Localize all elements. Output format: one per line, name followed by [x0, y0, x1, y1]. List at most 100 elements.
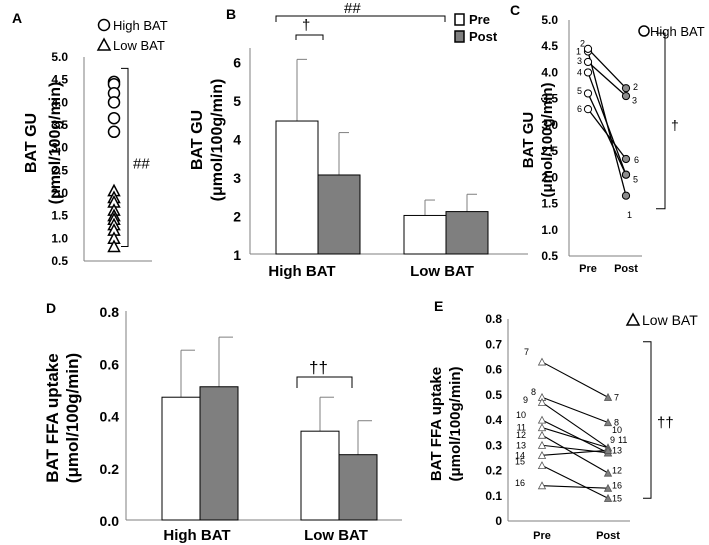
panel-e-subject-line [541, 396, 609, 424]
panel-a-ytick-label: 5.0 [51, 50, 68, 64]
panel-b-ylabel: BAT GU [189, 110, 206, 170]
panel-e: BAT FFA uptake (μmol/100g/min) 0 0.1 0.2 0.… [428, 312, 698, 542]
panel-label-c: C [510, 2, 520, 18]
panel-a-ytick-label: 3.0 [51, 141, 68, 155]
panel-e-xlabel-pre: Pre [533, 530, 551, 542]
panel-e-pre-subject-label: 9 [523, 395, 528, 405]
panel-c-point-post [621, 191, 631, 200]
panel-e-post-subject-label: 15 [612, 493, 622, 503]
panel-d-bar-post [199, 386, 239, 521]
panel-b-legend-pre: Pre [469, 12, 490, 27]
panel-label-a: A [12, 10, 22, 26]
panel-e-xlabel-post: Post [596, 530, 620, 542]
panel-e-post-subject-label: 9 [610, 435, 615, 445]
panel-e-ylabel-units: (μmol/100g/min) [447, 366, 464, 481]
panel-b-bar-post [445, 211, 489, 255]
panel-c-ytick-label: 4.5 [541, 39, 558, 53]
panel-e-significance: †† [657, 415, 674, 432]
panel-c-post-subject-label: 6 [634, 155, 639, 165]
panel-d-ytick-label: 0.6 [100, 356, 120, 372]
panel-c-ylabel: BAT GU [520, 112, 537, 168]
panel-e-point-post [603, 493, 613, 502]
panel-e-ytick-label: 0.8 [485, 312, 502, 326]
panel-e-ylabel: BAT FFA uptake [428, 367, 445, 481]
panel-c-ytick-label: 0.5 [541, 249, 558, 263]
panel-c-bracket [656, 32, 666, 210]
panel-e-post-subject-label: 8 [614, 418, 619, 428]
panel-e-point-post [603, 468, 613, 477]
panel-c-point-post [621, 91, 631, 101]
panel-a-ytick-label: 3.5 [51, 118, 68, 132]
panel-c-ylabel-units: (μmol/100g/min) [539, 82, 556, 197]
panel-b-bar-pre [275, 120, 319, 255]
panel-e-subject-line [541, 464, 609, 499]
panel-e-point-pre [537, 461, 547, 470]
panel-e-subject-line [541, 485, 609, 489]
panel-e-subject-line [541, 427, 609, 449]
panel-c-subject-line [587, 61, 627, 97]
panel-e-post-subject-label: 7 [614, 392, 619, 402]
panel-e-ytick-label: 0.4 [485, 413, 502, 427]
panel-c-xlabel-pre: Pre [579, 263, 597, 275]
panel-c-ytick-label: 5.0 [541, 13, 558, 27]
panel-d-significance: †† [309, 358, 328, 377]
panel-a-ytick-label: 1.0 [51, 231, 68, 245]
panel-a-legend-low: Low BAT [113, 38, 165, 53]
panel-e-point-post [603, 483, 613, 492]
panel-d-ylabel: BAT FFA uptake [43, 353, 62, 482]
panel-a-ytick-label: 4.5 [51, 73, 68, 87]
panel-a-ylabel-units: (μmol/100g/min) [47, 82, 64, 205]
panel-b-dagger-bracket [295, 34, 324, 40]
panel-e-pre-subject-label: 12 [516, 430, 526, 440]
panel-c-ytick-label: 3.0 [541, 118, 558, 132]
panel-d-bar-pre [300, 430, 340, 521]
panel-e-ytick-label: 0.7 [485, 337, 502, 351]
panel-e-subject-line [541, 401, 609, 449]
panel-e-point-pre [537, 357, 547, 366]
panel-a-legend-high: High BAT [113, 18, 168, 33]
panel-d-category-low: Low BAT [304, 527, 368, 544]
panel-e-point-post [603, 392, 613, 401]
panel-e-point-pre [537, 481, 547, 490]
panel-e-pre-subject-label: 8 [531, 387, 536, 397]
panel-e-subject-line [541, 444, 609, 454]
panel-a-legend-triangle-icon [96, 37, 112, 51]
panel-e-legend-low: Low BAT [642, 312, 698, 328]
panel-a-significance: ## [133, 156, 150, 173]
panel-a-ytick-label: 0.5 [51, 254, 68, 268]
panel-b-ytick-label: 2 [233, 208, 241, 224]
panel-b-category-high: High BAT [268, 263, 335, 280]
panel-b-dagger: † [302, 17, 310, 34]
panel-a-ytick-label: 2.5 [51, 163, 68, 177]
panel-e-bracket [643, 341, 652, 499]
panel-c-pre-subject-label: 3 [577, 56, 582, 66]
panel-a-ylabel: BAT GU [23, 113, 40, 173]
panel-b-ytick-label: 4 [233, 131, 241, 147]
panel-e-subject-line [541, 419, 609, 454]
panel-e-pre-subject-label: 16 [515, 478, 525, 488]
panel-a-bracket [121, 67, 129, 247]
panel-label-d: D [46, 300, 56, 316]
panel-a-point-low [107, 239, 121, 253]
panel-e-pre-subject-label: 13 [516, 440, 526, 450]
panel-e-point-post [603, 445, 613, 454]
panel-e-ytick-label: 0.1 [485, 489, 502, 503]
panel-e-post-subject-label: 13 [612, 445, 622, 455]
panel-b-bar-post [317, 174, 361, 255]
panel-c-point-pre [583, 89, 593, 98]
panel-e-post-subject-label: 11 [618, 435, 627, 445]
panel-b-category-low: Low BAT [410, 263, 474, 280]
panel-e-point-pre [537, 440, 547, 449]
panel-c-xlabel-post: Post [614, 263, 638, 275]
panel-c-post-subject-label: 5 [633, 174, 638, 184]
panel-b-ytick-label: 3 [233, 170, 241, 186]
panel-a-point-high [107, 125, 121, 139]
panel-c-significance: † [671, 117, 679, 133]
panel-c: BAT GU (μmol/100g/min) 0.5 1.0 1.5 2.0 2.5 3.… [520, 13, 705, 275]
panel-e-post-subject-label: 10 [612, 425, 622, 435]
panel-e-pre-subject-label: 15 [515, 457, 525, 467]
panel-b-ytick-label: 5 [233, 93, 241, 109]
panel-a-point-high [107, 111, 121, 125]
panel-c-ytick-label: 1.5 [541, 197, 558, 211]
